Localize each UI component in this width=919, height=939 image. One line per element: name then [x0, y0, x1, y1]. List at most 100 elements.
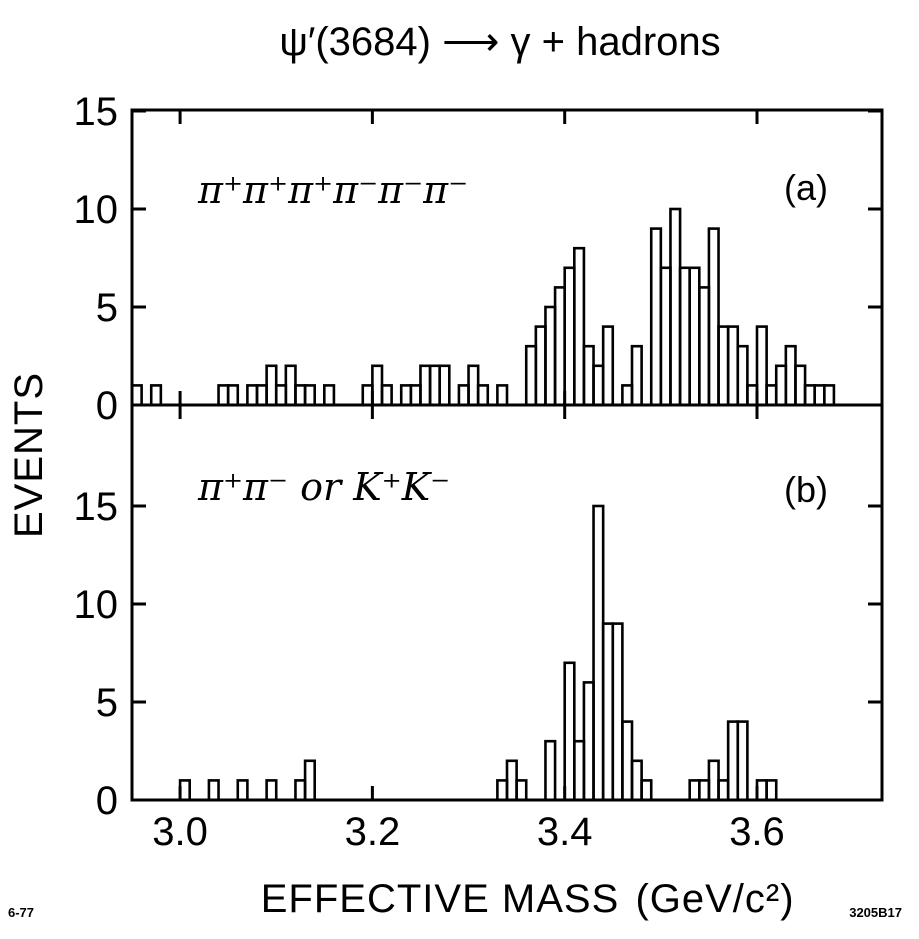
- histogram-bar-a: [438, 364, 451, 407]
- histogram-bar-b: [640, 779, 653, 802]
- histogram-bar-b: [592, 504, 605, 802]
- histogram-bar-b: [207, 779, 220, 802]
- histogram-bar-b: [178, 779, 191, 802]
- histogram-bar-a: [265, 364, 278, 407]
- histogram-bar-b: [707, 759, 720, 802]
- histogram-bar-a: [563, 266, 576, 407]
- histogram-bar-a: [659, 266, 672, 407]
- date-code: 6-77: [8, 905, 34, 920]
- histogram-bar-a: [226, 384, 240, 407]
- y-tick-label: 0: [96, 384, 118, 428]
- histogram-bar-b: [630, 759, 643, 802]
- y-tick-label: 15: [74, 90, 119, 134]
- histogram-bar-b: [717, 779, 730, 802]
- histogram-bar-a: [601, 325, 615, 407]
- histogram-bar-b: [736, 720, 749, 802]
- histogram-bar-b: [544, 739, 557, 802]
- histogram-bar-a: [149, 384, 163, 407]
- histogram-bar-a: [255, 384, 268, 407]
- histogram-bar-a: [669, 207, 682, 407]
- histogram-bar-a: [765, 384, 778, 407]
- histogram-bar-b: [563, 661, 576, 802]
- histogram-bar-b: [294, 779, 307, 802]
- histogram-bar-a: [544, 305, 557, 407]
- histogram-bar-a: [717, 325, 730, 407]
- histogram-bar-b: [621, 720, 634, 802]
- histogram-bar-b: [236, 779, 249, 802]
- plot-frame: [130, 108, 884, 802]
- histogram-bar-a: [217, 384, 230, 407]
- histogram-bar-a: [476, 384, 490, 407]
- histogram-bar-b: [611, 622, 624, 802]
- histogram-bar-a: [784, 344, 797, 407]
- histogram-bar-b: [515, 779, 528, 802]
- histogram-bar-a: [284, 364, 297, 407]
- panel-a: 0 5 10 15: [74, 90, 882, 428]
- histogram-bar-a: [380, 384, 393, 407]
- panel-a-label: (a): [784, 167, 828, 208]
- histogram-bar-a: [698, 286, 711, 407]
- x-tick-label: 3.0: [152, 810, 208, 854]
- histogram-bar-b: [601, 622, 615, 802]
- histogram-bar-a: [621, 384, 634, 407]
- histogram-bar-a: [794, 364, 807, 407]
- x-tick-label: 3.4: [537, 810, 593, 854]
- histogram-bar-a: [813, 384, 826, 407]
- histogram-bar-a: [630, 344, 643, 407]
- histogram-bar-a: [688, 266, 701, 407]
- histogram-bar-a: [573, 246, 586, 407]
- histogram-bar-a: [457, 384, 470, 407]
- histogram-bar-b: [726, 720, 740, 802]
- figure-code: 3205B17: [849, 905, 902, 920]
- panel-b: 0 5 10 15 3.0 3.2 3.4 3.6: [74, 405, 882, 854]
- histogram-bar-a: [553, 286, 566, 407]
- y-tick-label: 10: [74, 188, 119, 232]
- histogram-bar-b: [582, 681, 595, 802]
- x-tick-label: 3.6: [729, 810, 785, 854]
- histogram-bar-a: [524, 344, 538, 407]
- histogram-bar-a: [246, 384, 259, 407]
- histogram-bar-a: [707, 227, 720, 407]
- histogram-bar-b: [765, 779, 778, 802]
- y-tick-label: 10: [74, 583, 119, 627]
- y-tick-label: 5: [96, 286, 118, 330]
- histogram-bar-a: [428, 364, 441, 407]
- histogram-bar-a: [303, 384, 316, 407]
- figure-title: ψ′(3684) ⟶ γ + hadrons: [279, 20, 720, 64]
- histogram-bar-a: [467, 364, 480, 407]
- panel-b-process: π⁺π⁻ or K⁺K⁻: [197, 465, 450, 509]
- x-axis-label: EFFECTIVE MASS: [261, 877, 620, 921]
- histogram-bar-b: [698, 779, 711, 802]
- histogram-bar-a: [294, 384, 307, 407]
- histogram-bar-a: [323, 384, 336, 407]
- histogram-bar-b: [265, 779, 278, 802]
- histogram-bar-a: [419, 364, 432, 407]
- histogram-bar-a: [774, 364, 788, 407]
- x-axis-unit: (GeV/c²): [635, 877, 794, 921]
- histogram-bar-a: [726, 325, 740, 407]
- x-tick-label: 3.2: [345, 810, 401, 854]
- histogram-bar-b: [303, 759, 316, 802]
- histogram-bar-a: [755, 325, 768, 407]
- histogram-bar-a: [582, 344, 595, 407]
- histogram-bar-a: [592, 364, 605, 407]
- histogram-bar-a: [399, 384, 413, 407]
- panel-b-label: (b): [784, 469, 828, 510]
- y-tick-label: 5: [96, 681, 118, 725]
- histogram-bar-b: [573, 739, 586, 802]
- histogram-bar-a: [274, 384, 288, 407]
- y-tick-label: 15: [74, 485, 119, 529]
- histogram-bar-b: [505, 759, 518, 802]
- histogram-bar-a: [534, 325, 547, 407]
- y-axis-label: EVENTS: [7, 372, 51, 538]
- histogram-bar-a: [409, 384, 422, 407]
- histogram-bar-a: [496, 384, 509, 407]
- histogram-bar-a: [649, 227, 663, 407]
- y-tick-label: 0: [96, 779, 118, 823]
- histogram-bar-a: [736, 344, 749, 407]
- histogram-bar-a: [823, 384, 836, 407]
- histogram-bar-a: [130, 384, 143, 407]
- histogram-bar-a: [678, 266, 691, 407]
- histogram-bar-b: [496, 779, 509, 802]
